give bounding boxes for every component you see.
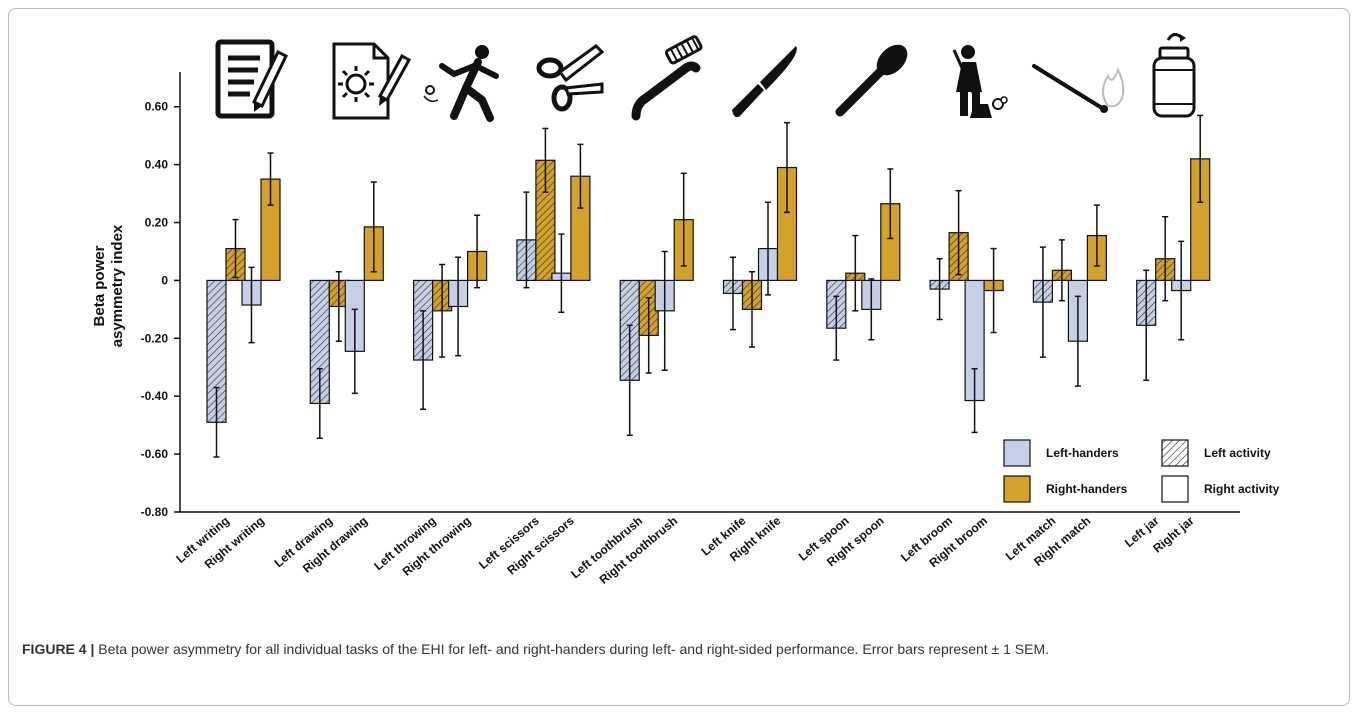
jar-icon bbox=[1152, 33, 1196, 118]
broom-icon bbox=[952, 45, 1008, 118]
y-tick-label: -0.60 bbox=[141, 447, 169, 461]
y-axis-label: Beta power asymmetry index bbox=[91, 224, 126, 347]
caption-text: Beta power asymmetry for all individual … bbox=[94, 641, 1050, 657]
throwing-icon bbox=[423, 45, 499, 122]
y-tick-label: 0 bbox=[161, 273, 168, 287]
legend-label: Left-handers bbox=[1046, 446, 1119, 460]
match-icon bbox=[1032, 64, 1125, 113]
y-axis-label-line: asymmetry index bbox=[109, 224, 126, 347]
legend-swatch bbox=[1003, 439, 1031, 467]
legend-label: Right activity bbox=[1204, 482, 1280, 496]
toothbrush-icon bbox=[631, 35, 703, 121]
scissors-icon bbox=[536, 44, 605, 112]
drawing-icon bbox=[332, 42, 412, 120]
figure-caption: FIGURE 4 | Beta power asymmetry for all … bbox=[22, 640, 1322, 659]
legend-label: Left activity bbox=[1204, 446, 1271, 460]
y-axis-label-line: Beta power bbox=[91, 245, 108, 326]
y-tick-label: -0.20 bbox=[141, 331, 169, 345]
spoon-icon bbox=[835, 44, 908, 117]
y-axis: 0.60 0.40 0.20 0 -0.20 -0.40 -0.60 -0.80 bbox=[141, 72, 1240, 519]
y-tick-label: 0.40 bbox=[145, 158, 169, 172]
legend: Left-handers Left activity Right-handers Ri… bbox=[1003, 439, 1280, 503]
task-icons bbox=[215, 33, 1196, 122]
legend-swatch bbox=[1161, 475, 1189, 503]
y-tick-label: -0.40 bbox=[141, 389, 169, 403]
y-tick-label: 0.60 bbox=[145, 100, 169, 114]
bar-chart: 0.60 0.40 0.20 0 -0.20 -0.40 -0.60 -0.80 Beta p… bbox=[91, 33, 1280, 587]
writing-icon bbox=[215, 39, 288, 119]
legend-swatch bbox=[1003, 475, 1031, 503]
error-bars bbox=[213, 114, 1204, 458]
knife-icon bbox=[732, 46, 797, 118]
legend-label: Right-handers bbox=[1046, 482, 1128, 496]
y-tick-label: 0.20 bbox=[145, 216, 169, 230]
y-tick-label: -0.80 bbox=[141, 505, 169, 519]
legend-swatch bbox=[1161, 439, 1189, 467]
bars bbox=[206, 158, 1211, 423]
figure-frame bbox=[8, 8, 1350, 706]
caption-label: FIGURE 4 | bbox=[22, 641, 95, 657]
